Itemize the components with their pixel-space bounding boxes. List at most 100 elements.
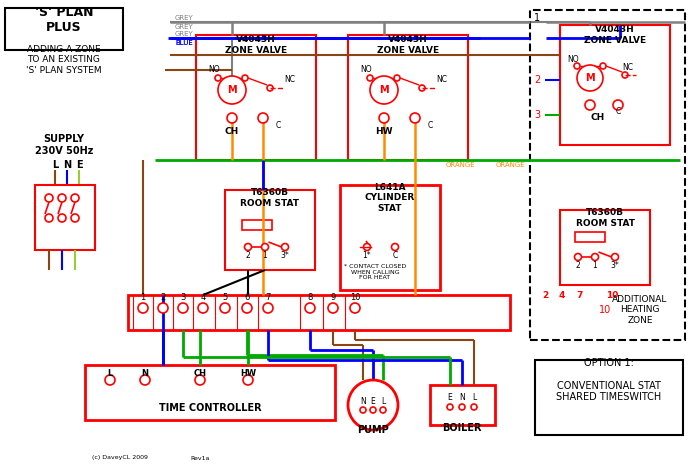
Circle shape (379, 113, 389, 123)
Text: 1*: 1* (363, 251, 371, 261)
Circle shape (105, 375, 115, 385)
Circle shape (328, 303, 338, 313)
Circle shape (262, 243, 268, 250)
Circle shape (613, 100, 623, 110)
Text: T6360B
ROOM STAT: T6360B ROOM STAT (575, 208, 635, 228)
Text: TIME CONTROLLER: TIME CONTROLLER (159, 403, 262, 413)
Text: 10: 10 (599, 305, 611, 315)
Text: CH: CH (193, 368, 206, 378)
Circle shape (45, 194, 53, 202)
Text: C: C (427, 120, 433, 130)
Text: GREY: GREY (175, 31, 194, 37)
Circle shape (350, 303, 360, 313)
Text: 9: 9 (331, 293, 335, 302)
Text: (c) DaveyCL 2009: (c) DaveyCL 2009 (92, 455, 148, 461)
Text: NC: NC (622, 64, 633, 73)
Text: 3*: 3* (611, 262, 620, 271)
Circle shape (178, 303, 188, 313)
Text: M: M (585, 73, 595, 83)
Text: E: E (76, 160, 82, 170)
Text: 2: 2 (542, 291, 548, 300)
Text: C: C (615, 108, 620, 117)
Bar (340, 185, 440, 290)
Circle shape (71, 214, 79, 222)
Circle shape (591, 254, 598, 261)
Text: 2: 2 (575, 262, 580, 271)
Bar (430, 385, 495, 425)
Text: V4043H
ZONE VALVE: V4043H ZONE VALVE (584, 25, 646, 45)
Text: N: N (459, 394, 465, 402)
Text: NO: NO (360, 66, 372, 74)
Text: BLUE: BLUE (175, 40, 193, 46)
Text: HW: HW (240, 368, 256, 378)
Text: Rev1a: Rev1a (190, 455, 210, 461)
Bar (128, 295, 510, 330)
Circle shape (574, 63, 580, 69)
Bar (535, 360, 683, 435)
Circle shape (585, 100, 595, 110)
Text: L: L (52, 160, 58, 170)
Text: SUPPLY
230V 50Hz: SUPPLY 230V 50Hz (34, 134, 93, 156)
Text: L: L (381, 397, 385, 407)
Circle shape (243, 375, 253, 385)
Circle shape (360, 407, 366, 413)
Bar (560, 25, 670, 145)
Text: NO: NO (208, 66, 220, 74)
Text: GREY: GREY (175, 15, 194, 21)
Circle shape (242, 75, 248, 81)
Circle shape (195, 375, 205, 385)
Text: BLUE: BLUE (175, 40, 193, 46)
Text: E: E (371, 397, 375, 407)
Text: 7: 7 (577, 291, 583, 300)
Bar (348, 35, 468, 160)
Circle shape (218, 76, 246, 104)
Text: V4043H
ZONE VALVE: V4043H ZONE VALVE (377, 35, 439, 55)
Bar (560, 210, 650, 285)
Text: * CONTACT CLOSED
WHEN CALLING
FOR HEAT: * CONTACT CLOSED WHEN CALLING FOR HEAT (344, 263, 406, 280)
Text: 1: 1 (263, 251, 268, 261)
Text: L: L (108, 368, 112, 378)
Circle shape (348, 380, 398, 430)
Text: 2: 2 (534, 75, 540, 85)
Circle shape (305, 303, 315, 313)
Circle shape (394, 75, 400, 81)
Text: 10: 10 (606, 291, 618, 300)
Bar (35, 185, 95, 250)
Circle shape (244, 243, 251, 250)
Bar (225, 190, 315, 270)
Text: E: E (448, 394, 453, 402)
Circle shape (577, 65, 603, 91)
Text: 10: 10 (350, 293, 360, 302)
Text: ADDITIONAL
HEATING
ZONE: ADDITIONAL HEATING ZONE (612, 295, 668, 325)
Text: HW: HW (375, 127, 393, 137)
Text: CH: CH (591, 114, 605, 123)
Text: BOILER: BOILER (442, 423, 482, 433)
Bar (575, 232, 605, 242)
Circle shape (58, 194, 66, 202)
Text: T6360B
ROOM STAT: T6360B ROOM STAT (241, 188, 299, 208)
Circle shape (140, 375, 150, 385)
Text: 1: 1 (593, 262, 598, 271)
Text: C: C (275, 120, 281, 130)
Text: 1: 1 (534, 13, 540, 23)
Circle shape (282, 243, 288, 250)
Circle shape (459, 404, 465, 410)
Bar (85, 365, 335, 420)
Circle shape (364, 243, 371, 250)
Circle shape (622, 72, 628, 78)
Circle shape (258, 113, 268, 123)
Circle shape (45, 214, 53, 222)
Text: 2: 2 (160, 293, 166, 302)
Text: 3: 3 (180, 293, 186, 302)
Circle shape (227, 113, 237, 123)
Circle shape (220, 303, 230, 313)
Circle shape (215, 75, 221, 81)
Circle shape (410, 113, 420, 123)
Text: L: L (472, 394, 476, 402)
Circle shape (370, 76, 398, 104)
Text: 'S' PLAN
PLUS: 'S' PLAN PLUS (34, 6, 93, 34)
Circle shape (242, 303, 252, 313)
Text: 3*: 3* (281, 251, 289, 261)
Text: 4: 4 (559, 291, 565, 300)
Text: NO: NO (567, 54, 579, 64)
